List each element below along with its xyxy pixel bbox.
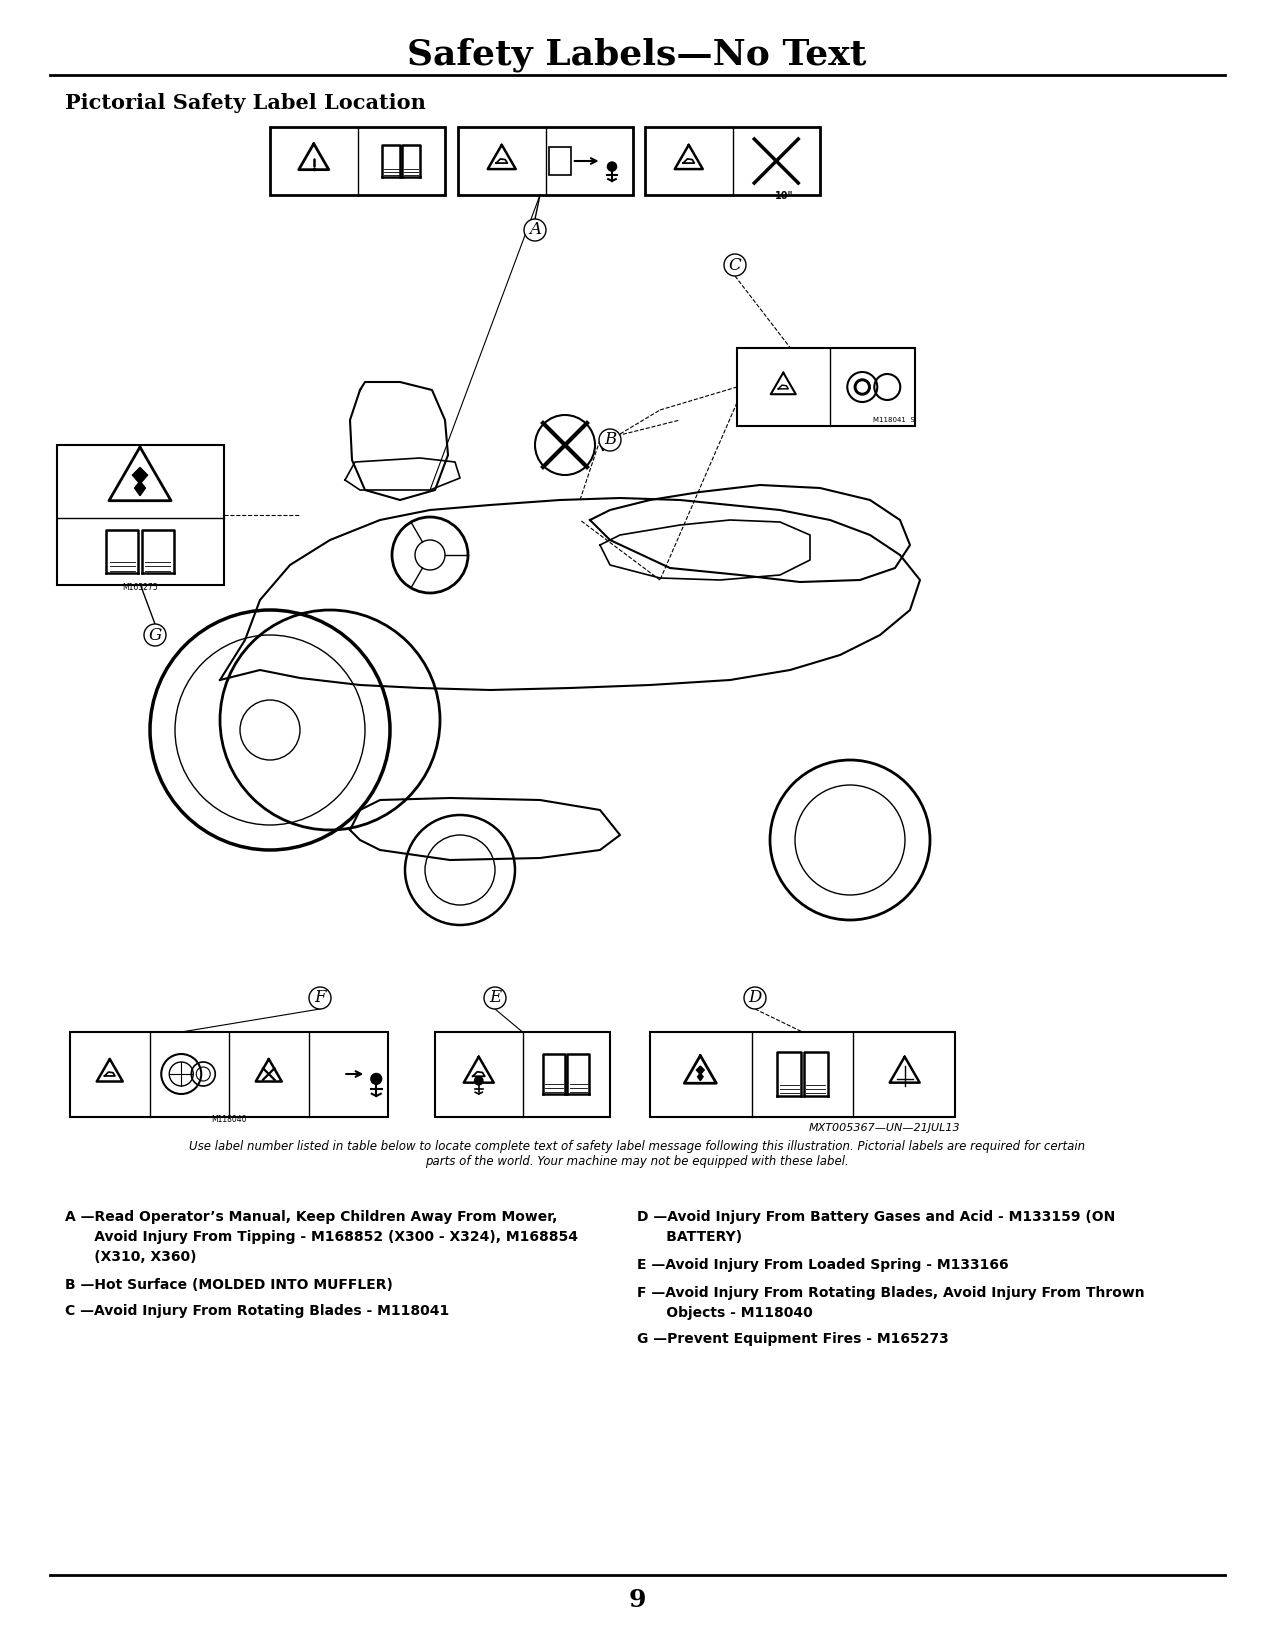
Circle shape (524, 219, 546, 241)
Text: A —Read Operator’s Manual, Keep Children Away From Mower,: A —Read Operator’s Manual, Keep Children… (65, 1209, 557, 1224)
Text: Avoid Injury From Tipping - M168852 (X300 - X324), M168854: Avoid Injury From Tipping - M168852 (X30… (65, 1229, 578, 1244)
Circle shape (474, 1076, 483, 1086)
Circle shape (745, 987, 766, 1010)
Circle shape (144, 624, 166, 647)
Circle shape (857, 383, 867, 393)
Bar (435, 1031, 609, 1117)
Text: E —Avoid Injury From Loaded Spring - M133166: E —Avoid Injury From Loaded Spring - M13… (638, 1257, 1009, 1272)
Bar (57, 446, 224, 586)
Circle shape (484, 987, 506, 1010)
Circle shape (607, 162, 617, 172)
Bar (550, 147, 571, 175)
Text: BATTERY): BATTERY) (638, 1229, 742, 1244)
Text: 10": 10" (775, 191, 793, 201)
Polygon shape (133, 467, 148, 495)
Text: 9: 9 (629, 1587, 645, 1612)
Text: MXT005367—UN—21JUL13: MXT005367—UN—21JUL13 (808, 1124, 960, 1134)
Text: A: A (529, 221, 541, 239)
Polygon shape (696, 1066, 704, 1081)
Bar (645, 127, 820, 195)
Text: B —Hot Surface (MOLDED INTO MUFFLER): B —Hot Surface (MOLDED INTO MUFFLER) (65, 1279, 393, 1292)
Text: (X310, X360): (X310, X360) (65, 1251, 196, 1264)
Text: E: E (488, 990, 501, 1006)
Circle shape (724, 254, 746, 276)
Text: B: B (604, 432, 616, 449)
Text: D —Avoid Injury From Battery Gases and Acid - M133159 (ON: D —Avoid Injury From Battery Gases and A… (638, 1209, 1116, 1224)
Bar (458, 127, 632, 195)
Bar (737, 348, 915, 426)
Text: F: F (314, 990, 325, 1006)
Text: Use label number listed in table below to locate complete text of safety label m: Use label number listed in table below t… (189, 1140, 1085, 1168)
Text: G —Prevent Equipment Fires - M165273: G —Prevent Equipment Fires - M165273 (638, 1332, 949, 1346)
Text: C —Avoid Injury From Rotating Blades - M118041: C —Avoid Injury From Rotating Blades - M… (65, 1304, 449, 1318)
Bar (650, 1031, 955, 1117)
Text: C: C (728, 256, 741, 274)
Text: Safety Labels—No Text: Safety Labels—No Text (407, 38, 867, 73)
Circle shape (599, 429, 621, 450)
Text: M118040: M118040 (212, 1115, 247, 1124)
Circle shape (854, 380, 871, 394)
Text: Pictorial Safety Label Location: Pictorial Safety Label Location (65, 92, 426, 112)
Text: Objects - M118040: Objects - M118040 (638, 1307, 812, 1320)
Circle shape (371, 1074, 381, 1084)
Bar (270, 127, 445, 195)
Text: M118041  S: M118041 S (873, 417, 915, 422)
Text: M165275: M165275 (122, 582, 158, 592)
Circle shape (309, 987, 332, 1010)
Text: F —Avoid Injury From Rotating Blades, Avoid Injury From Thrown: F —Avoid Injury From Rotating Blades, Av… (638, 1285, 1145, 1300)
Text: D: D (748, 990, 761, 1006)
Text: G: G (148, 627, 162, 644)
Bar (70, 1031, 388, 1117)
